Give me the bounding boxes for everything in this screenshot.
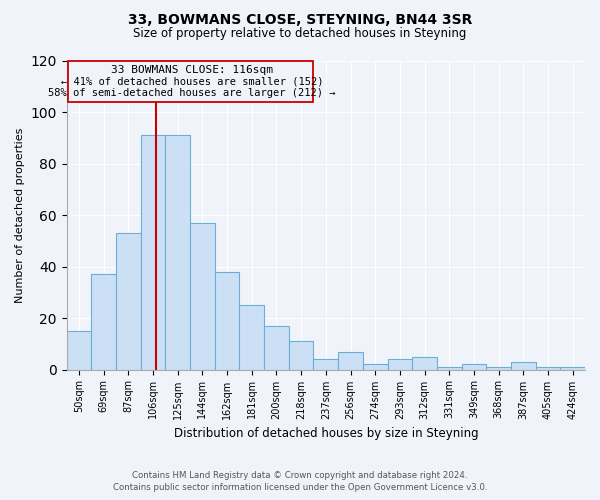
Bar bbox=[116, 233, 141, 370]
Y-axis label: Number of detached properties: Number of detached properties bbox=[15, 128, 25, 302]
Text: 58% of semi-detached houses are larger (212) →: 58% of semi-detached houses are larger (… bbox=[48, 88, 335, 98]
Bar bbox=[412, 356, 437, 370]
Bar bbox=[536, 367, 560, 370]
Bar bbox=[388, 360, 412, 370]
X-axis label: Distribution of detached houses by size in Steyning: Distribution of detached houses by size … bbox=[173, 427, 478, 440]
Bar bbox=[190, 223, 215, 370]
Bar bbox=[560, 367, 585, 370]
Bar bbox=[437, 367, 461, 370]
Bar bbox=[166, 135, 190, 370]
Bar bbox=[511, 362, 536, 370]
Bar bbox=[363, 364, 388, 370]
Bar bbox=[91, 274, 116, 370]
Text: 33, BOWMANS CLOSE, STEYNING, BN44 3SR: 33, BOWMANS CLOSE, STEYNING, BN44 3SR bbox=[128, 12, 472, 26]
Bar bbox=[338, 352, 363, 370]
Bar bbox=[313, 360, 338, 370]
Text: ← 41% of detached houses are smaller (152): ← 41% of detached houses are smaller (15… bbox=[61, 76, 323, 86]
Bar bbox=[461, 364, 486, 370]
Bar bbox=[215, 272, 239, 370]
Text: Size of property relative to detached houses in Steyning: Size of property relative to detached ho… bbox=[133, 28, 467, 40]
FancyBboxPatch shape bbox=[68, 60, 313, 102]
Bar bbox=[239, 305, 264, 370]
Bar bbox=[289, 341, 313, 370]
Bar bbox=[67, 331, 91, 370]
Text: 33 BOWMANS CLOSE: 116sqm: 33 BOWMANS CLOSE: 116sqm bbox=[111, 64, 273, 74]
Text: Contains HM Land Registry data © Crown copyright and database right 2024.
Contai: Contains HM Land Registry data © Crown c… bbox=[113, 471, 487, 492]
Bar bbox=[486, 367, 511, 370]
Bar bbox=[264, 326, 289, 370]
Bar bbox=[141, 135, 166, 370]
